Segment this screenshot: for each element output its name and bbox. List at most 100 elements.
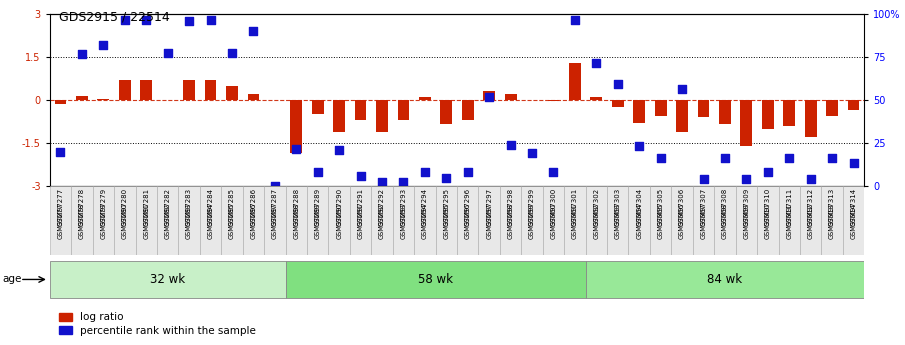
Text: GSM97311: GSM97311 (786, 203, 792, 239)
Text: GSM97313: GSM97313 (829, 203, 835, 239)
Bar (634, 100, 645, 123)
Text: GSM97298: GSM97298 (508, 188, 514, 226)
Point (804, 176, 818, 182)
Point (417, 169, 432, 175)
Text: GSM97314: GSM97314 (851, 188, 856, 226)
Point (332, 148, 347, 153)
Point (53, 149, 68, 155)
Bar (376, 100, 388, 132)
Text: GSM97300: GSM97300 (550, 188, 557, 226)
Text: GSM97290: GSM97290 (336, 203, 342, 239)
FancyBboxPatch shape (221, 186, 243, 255)
Text: GSM97306: GSM97306 (679, 203, 685, 239)
Bar (441, 100, 452, 125)
Point (675, 86, 690, 91)
Text: GSM97280: GSM97280 (122, 188, 128, 226)
Bar (483, 91, 495, 100)
Point (289, 146, 303, 152)
Bar (762, 100, 774, 129)
Text: GSM97304: GSM97304 (636, 188, 643, 226)
Text: GSM97304: GSM97304 (636, 203, 643, 239)
Bar (247, 94, 260, 100)
Point (396, 179, 411, 185)
Text: GSM97291: GSM97291 (357, 203, 364, 239)
Text: GSM97293: GSM97293 (400, 203, 406, 239)
Point (503, 142, 518, 147)
Text: GSM97278: GSM97278 (79, 203, 85, 239)
Point (824, 155, 839, 160)
Bar (312, 100, 324, 115)
Text: GSM97311: GSM97311 (786, 188, 792, 226)
FancyBboxPatch shape (264, 186, 286, 255)
Bar (462, 100, 473, 120)
Point (632, 143, 646, 149)
Text: GSM97296: GSM97296 (465, 188, 471, 226)
Text: GSM97277: GSM97277 (58, 203, 63, 239)
Point (118, 17, 132, 22)
FancyBboxPatch shape (71, 186, 92, 255)
Point (439, 175, 453, 180)
Point (224, 50, 239, 55)
Text: GSM97290: GSM97290 (336, 188, 342, 226)
Text: GSM97279: GSM97279 (100, 203, 107, 239)
Text: GSM97312: GSM97312 (807, 188, 814, 226)
Text: GSM97281: GSM97281 (143, 203, 149, 239)
Text: age: age (3, 275, 22, 284)
Point (75, 51, 90, 57)
FancyBboxPatch shape (543, 186, 564, 255)
Bar (76, 96, 88, 100)
Text: GSM97287: GSM97287 (272, 203, 278, 239)
FancyBboxPatch shape (628, 186, 650, 255)
Point (760, 169, 775, 175)
Text: 58 wk: 58 wk (418, 273, 453, 286)
Bar (826, 100, 838, 116)
Text: GSM97285: GSM97285 (229, 188, 235, 226)
Text: GSM97303: GSM97303 (614, 203, 621, 239)
Bar (397, 100, 409, 120)
Bar (805, 100, 816, 137)
Point (547, 169, 561, 175)
FancyBboxPatch shape (778, 186, 800, 255)
Point (589, 60, 604, 66)
Point (653, 155, 668, 160)
Bar (698, 100, 710, 117)
FancyBboxPatch shape (200, 186, 221, 255)
Bar (183, 80, 195, 100)
Point (482, 95, 497, 100)
Text: GSM97312: GSM97312 (807, 203, 814, 239)
Text: GSM97300: GSM97300 (550, 203, 557, 239)
Point (696, 176, 710, 182)
Bar (419, 97, 431, 100)
FancyBboxPatch shape (822, 186, 843, 255)
Text: GSM97294: GSM97294 (422, 188, 428, 226)
Text: GSM97284: GSM97284 (207, 203, 214, 239)
FancyBboxPatch shape (521, 186, 543, 255)
FancyBboxPatch shape (286, 186, 307, 255)
Text: GSM97295: GSM97295 (443, 188, 449, 226)
FancyBboxPatch shape (243, 186, 264, 255)
FancyBboxPatch shape (435, 186, 457, 255)
FancyBboxPatch shape (650, 186, 672, 255)
Point (567, 17, 582, 22)
Bar (54, 100, 66, 104)
Text: GSM97280: GSM97280 (122, 203, 128, 239)
FancyBboxPatch shape (157, 186, 178, 255)
Point (525, 150, 539, 156)
Text: 84 wk: 84 wk (708, 273, 742, 286)
FancyBboxPatch shape (393, 186, 414, 255)
Point (739, 176, 754, 182)
Text: GSM97285: GSM97285 (229, 203, 235, 239)
Text: GDS2915 / 22514: GDS2915 / 22514 (59, 10, 169, 23)
FancyBboxPatch shape (286, 261, 586, 298)
FancyBboxPatch shape (329, 186, 350, 255)
FancyBboxPatch shape (564, 186, 586, 255)
Bar (505, 94, 517, 100)
Text: GSM97289: GSM97289 (315, 203, 320, 239)
FancyBboxPatch shape (50, 186, 71, 255)
Point (846, 160, 861, 166)
Text: GSM97288: GSM97288 (293, 203, 300, 239)
Text: GSM97313: GSM97313 (829, 188, 835, 226)
Bar (548, 100, 559, 101)
Point (782, 155, 796, 160)
Text: GSM97292: GSM97292 (379, 203, 385, 239)
